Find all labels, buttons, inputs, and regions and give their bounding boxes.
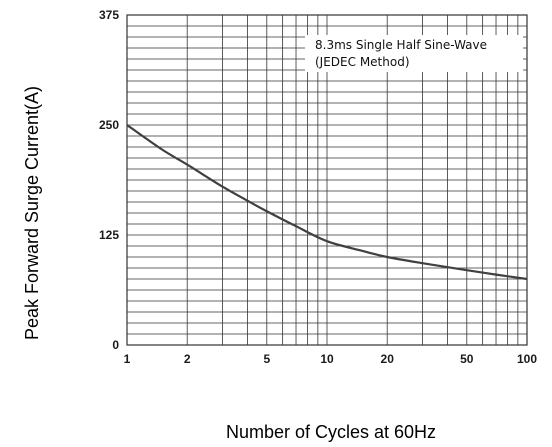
- annotation-line-2: (JEDEC Method): [315, 55, 410, 69]
- y-tick-label: 0: [112, 338, 119, 352]
- annotation-box: 8.3ms Single Half Sine-Wave (JEDEC Metho…: [305, 35, 523, 72]
- x-tick-label: 2: [184, 352, 191, 366]
- y-tick-label: 375: [99, 8, 119, 22]
- x-tick-labels: 1 2 5 10 20 50 100: [124, 352, 538, 366]
- x-tick-label: 5: [263, 352, 270, 366]
- x-tick-label: 1: [124, 352, 131, 366]
- x-tick-label: 100: [517, 352, 537, 366]
- x-tick-label: 10: [320, 352, 334, 366]
- surge-current-curve: [126, 124, 528, 281]
- x-tick-label: 50: [460, 352, 474, 366]
- y-tick-label: 125: [99, 228, 119, 242]
- y-axis-title: Peak Forward Surge Current(A): [22, 86, 42, 340]
- annotation-background: [305, 35, 523, 72]
- plot-frame: [126, 14, 528, 346]
- y-tick-label: 250: [99, 118, 119, 132]
- x-axis-title: Number of Cycles at 60Hz: [226, 422, 436, 442]
- x-tick-label: 20: [381, 352, 395, 366]
- annotation-line-1: 8.3ms Single Half Sine-Wave: [315, 38, 487, 52]
- y-tick-labels: 0 125 250 375: [99, 8, 119, 352]
